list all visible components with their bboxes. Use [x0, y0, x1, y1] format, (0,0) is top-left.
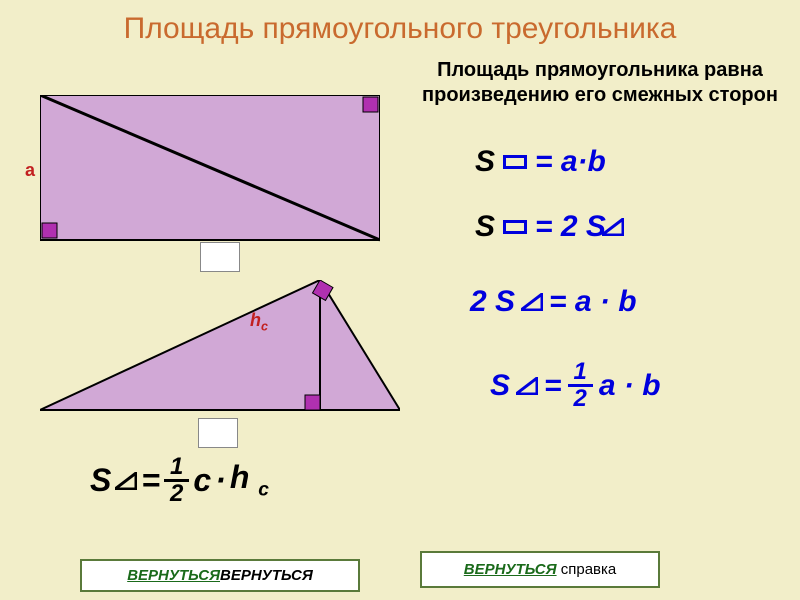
formula-S: S: [475, 145, 495, 179]
var-h-sub: c: [258, 480, 269, 501]
back-link[interactable]: ВЕРНУТЬСЯ: [127, 567, 220, 584]
triangle-icon: [602, 218, 624, 236]
spacer-box-1: [200, 242, 240, 272]
spacer-box-2: [198, 418, 238, 448]
formula-tri-half-chc: S = 1 2 c · h c: [90, 455, 269, 506]
back-button-2[interactable]: ВЕРНУТЬСЯ справка: [420, 551, 660, 588]
equals: =: [544, 369, 562, 403]
formula-pre: 2 S: [470, 285, 515, 319]
triangle-icon: [521, 293, 543, 311]
formula-rect-eq-2tri: S = 2 S: [475, 210, 624, 244]
formula-2tri-eq-ab: 2 S = a · b: [470, 285, 637, 319]
rectangle-diagram: [40, 95, 380, 245]
var-h-text: h: [230, 459, 250, 495]
formula-tail: a · b: [599, 369, 661, 403]
formula-rect-area: S = a·b: [475, 145, 606, 179]
back-help-text: справка: [557, 561, 617, 578]
label-a: a: [25, 160, 35, 181]
triangle-diagram: [40, 280, 400, 430]
formula-eq: = a·b: [535, 145, 606, 179]
back-link[interactable]: ВЕРНУТЬСЯ: [464, 561, 557, 578]
fraction-half: 1 2: [568, 360, 593, 411]
label-hc-sub: c: [261, 320, 268, 334]
dot: ·: [215, 462, 226, 499]
frac-den: 2: [568, 387, 593, 411]
label-hc-h: h: [250, 310, 261, 330]
formula-S: S: [90, 462, 111, 499]
frac-num: 1: [568, 360, 593, 387]
formula-S: S: [490, 369, 510, 403]
back-plain: ВЕРНУТЬСЯ: [220, 567, 313, 584]
label-hc: hc: [250, 310, 268, 334]
page-title: Площадь прямоугольного треугольника: [0, 0, 800, 52]
fraction-half: 1 2: [164, 455, 189, 506]
rect-icon: [503, 220, 527, 234]
formula-post: = a · b: [549, 285, 637, 319]
rect-icon: [503, 155, 527, 169]
formula-S: S: [475, 210, 495, 244]
var-c: c: [193, 462, 211, 499]
frac-den: 2: [164, 482, 189, 506]
var-h: h c: [230, 459, 269, 501]
triangle-icon: [516, 377, 538, 395]
subtitle: Площадь прямоугольника равна произведени…: [420, 58, 780, 108]
equals: =: [141, 462, 160, 499]
back-button-1[interactable]: ВЕРНУТЬСЯВЕРНУТЬСЯ: [80, 559, 360, 592]
formula-eq: = 2 S: [535, 210, 606, 244]
formula-tri-half-ab: S = 1 2 a · b: [490, 360, 661, 411]
frac-num: 1: [164, 455, 189, 482]
triangle-icon: [115, 472, 137, 490]
